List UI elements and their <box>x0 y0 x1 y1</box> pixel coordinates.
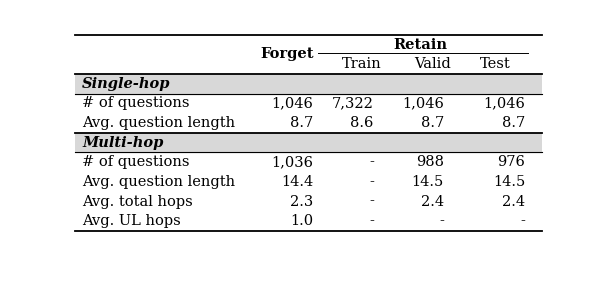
Text: Multi-hop: Multi-hop <box>82 136 164 150</box>
Text: 8.7: 8.7 <box>421 116 444 130</box>
Text: 1,036: 1,036 <box>271 155 313 169</box>
Text: Retain: Retain <box>394 38 447 52</box>
Text: -: - <box>369 155 374 169</box>
Text: -: - <box>369 195 374 209</box>
Text: Valid: Valid <box>414 57 450 71</box>
Text: 976: 976 <box>498 155 526 169</box>
Text: 14.5: 14.5 <box>493 175 526 189</box>
Text: 2.3: 2.3 <box>290 195 313 209</box>
Text: Forget: Forget <box>261 47 314 61</box>
Text: 1,046: 1,046 <box>483 96 526 110</box>
Text: 1,046: 1,046 <box>272 96 313 110</box>
Text: 2.4: 2.4 <box>502 195 526 209</box>
Text: # of questions: # of questions <box>82 155 190 169</box>
Text: Avg. total hops: Avg. total hops <box>82 195 193 209</box>
Text: 8.6: 8.6 <box>350 116 374 130</box>
Text: -: - <box>369 175 374 189</box>
Text: Avg. question length: Avg. question length <box>82 175 235 189</box>
Text: 1,046: 1,046 <box>402 96 444 110</box>
Text: 14.4: 14.4 <box>281 175 313 189</box>
Text: 1.0: 1.0 <box>290 214 313 228</box>
Text: 8.7: 8.7 <box>502 116 526 130</box>
Text: -: - <box>521 214 526 228</box>
Text: Test: Test <box>480 57 510 71</box>
Text: Single-hop: Single-hop <box>82 77 171 91</box>
Text: 8.7: 8.7 <box>290 116 313 130</box>
Text: 7,322: 7,322 <box>332 96 374 110</box>
Bar <box>75 74 542 94</box>
Text: Avg. UL hops: Avg. UL hops <box>82 214 181 228</box>
Text: -: - <box>369 214 374 228</box>
Text: -: - <box>439 214 444 228</box>
Text: Train: Train <box>343 57 382 71</box>
Text: 988: 988 <box>416 155 444 169</box>
Text: # of questions: # of questions <box>82 96 190 110</box>
Text: Avg. question length: Avg. question length <box>82 116 235 130</box>
Text: 2.4: 2.4 <box>421 195 444 209</box>
Bar <box>75 133 542 153</box>
Text: 14.5: 14.5 <box>412 175 444 189</box>
